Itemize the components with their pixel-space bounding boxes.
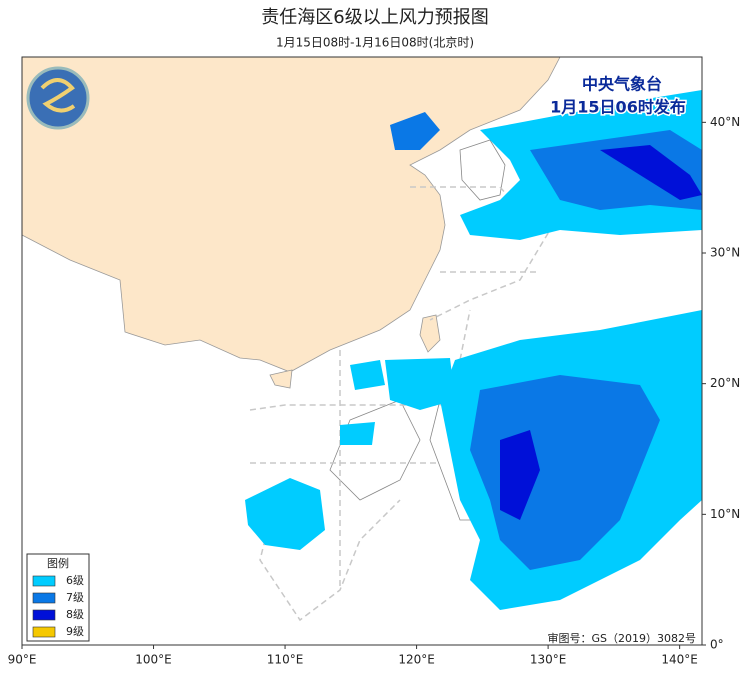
legend-title: 图例 <box>47 556 69 570</box>
lon-tick-label: 90°E <box>8 653 37 667</box>
wind-area <box>245 478 325 550</box>
lat-tick-label: 10°N <box>710 507 740 521</box>
legend-swatch <box>32 609 56 621</box>
logo-mark <box>40 78 76 113</box>
legend: 图例 6级 7级 8级 9级 <box>26 553 90 642</box>
wind-area <box>340 358 455 445</box>
lon-tick-label: 100°E <box>135 653 172 667</box>
wind-area <box>530 130 702 210</box>
sea-area-boundaries <box>249 186 552 622</box>
lon-tick-label: 120°E <box>398 653 435 667</box>
lat-tick-label: 0° <box>710 638 724 652</box>
legend-swatch <box>32 575 56 587</box>
lon-tick-label: 130°E <box>530 653 567 667</box>
legend-label: 8级 <box>66 608 84 621</box>
wind-area <box>390 112 440 150</box>
lat-tick-label: 20°N <box>710 376 740 390</box>
subtitle: 1月15日08时-1月16日08时(北京时) <box>276 36 474 50</box>
map-frame <box>21 56 703 646</box>
legend-label: 9级 <box>66 625 84 638</box>
wind-area <box>600 145 702 200</box>
logo <box>26 66 90 130</box>
title: 责任海区6级以上风力预报图 <box>261 7 488 28</box>
legend-swatch <box>32 626 56 638</box>
stamp-agency: 中央气象台 <box>582 75 662 94</box>
lat-tick-label: 40°N <box>710 115 740 129</box>
wind-area <box>500 430 540 520</box>
map-area: 中央气象台 1月15日06时发布 审图号：GS（2019）3082号 <box>21 56 703 646</box>
lon-tick-label: 110°E <box>267 653 304 667</box>
legend-swatch <box>32 592 56 604</box>
lon-tick-label: 140°E <box>661 653 698 667</box>
taiwan <box>419 314 441 353</box>
legend-label: 6级 <box>66 574 84 587</box>
stamp-issued: 1月15日06时发布 <box>550 98 686 117</box>
wind-areas <box>245 90 702 610</box>
approval-number: 审图号：GS（2019）3082号 <box>548 631 697 645</box>
lat-tick-label: 30°N <box>710 246 740 260</box>
hainan <box>269 369 293 389</box>
wind-area <box>470 375 660 570</box>
legend-label: 7级 <box>66 591 84 604</box>
